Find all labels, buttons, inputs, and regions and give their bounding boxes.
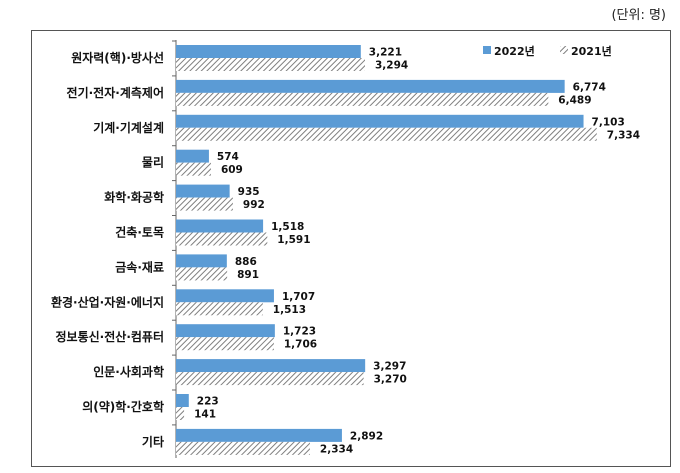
bar-2022년 bbox=[176, 184, 230, 198]
data-label: 891 bbox=[237, 269, 259, 281]
bar-2021년 bbox=[176, 127, 597, 141]
data-label: 3,294 bbox=[375, 60, 408, 72]
bar-2021년 bbox=[176, 58, 365, 71]
data-label: 1,723 bbox=[283, 326, 316, 338]
data-label: 1,518 bbox=[271, 221, 304, 233]
data-label: 1,513 bbox=[273, 304, 306, 316]
bar-2022년 bbox=[176, 45, 361, 58]
data-label: 574 bbox=[217, 151, 239, 163]
bar-2021년 bbox=[176, 407, 185, 420]
data-label: 1,591 bbox=[277, 234, 310, 246]
data-label: 141 bbox=[194, 409, 216, 421]
data-label: 886 bbox=[235, 256, 257, 268]
category-label: 인문·사회과학 bbox=[93, 364, 164, 379]
unit-label: (단위: 명) bbox=[611, 8, 666, 23]
data-label: 7,334 bbox=[607, 129, 640, 141]
bar-2021년 bbox=[176, 267, 228, 281]
bar-2021년 bbox=[176, 92, 549, 106]
bar-2022년 bbox=[176, 114, 584, 128]
bar-2021년 bbox=[176, 197, 233, 211]
legend-label: 2021년 bbox=[571, 44, 612, 58]
category-label: 건축·토목 bbox=[115, 225, 164, 240]
data-label: 1,706 bbox=[284, 339, 317, 351]
category-label: 물리 bbox=[142, 155, 164, 170]
data-label: 609 bbox=[221, 164, 243, 176]
data-label: 992 bbox=[243, 199, 265, 211]
category-label: 기타 bbox=[142, 434, 164, 449]
category-label: 의(약)학·간호학 bbox=[82, 399, 164, 414]
bar-2021년 bbox=[176, 441, 310, 455]
data-label: 3,297 bbox=[373, 361, 406, 373]
bar-2022년 bbox=[176, 254, 227, 268]
data-label: 2,892 bbox=[350, 430, 383, 442]
category-label: 금속·재료 bbox=[115, 260, 164, 274]
data-label: 223 bbox=[197, 396, 219, 408]
bar-2021년 bbox=[176, 337, 274, 351]
bar-2021년 bbox=[176, 232, 268, 246]
data-label: 7,103 bbox=[592, 116, 625, 128]
category-label: 원자력(핵)·방사선 bbox=[71, 50, 164, 65]
category-label: 정보통신·전산·컴퓨터 bbox=[56, 329, 164, 344]
data-label: 2,334 bbox=[320, 443, 353, 455]
bar-2022년 bbox=[176, 359, 366, 373]
data-label: 6,489 bbox=[558, 94, 591, 106]
data-label: 1,707 bbox=[282, 291, 315, 303]
bar-2022년 bbox=[176, 324, 275, 338]
bar-2022년 bbox=[176, 219, 264, 233]
legend-label: 2022년 bbox=[494, 44, 535, 58]
bar-2022년 bbox=[176, 289, 274, 303]
chart-frame bbox=[31, 30, 671, 467]
bar-2022년 bbox=[176, 394, 189, 407]
bar-2022년 bbox=[176, 149, 209, 163]
category-label: 화학·화공학 bbox=[104, 190, 164, 205]
category-label: 환경·산업·자원·에너지 bbox=[51, 294, 164, 309]
category-label: 전기·전자·계측제어 bbox=[67, 85, 164, 100]
legend-swatch bbox=[483, 46, 491, 54]
bar-2021년 bbox=[176, 372, 364, 386]
category-label: 기계·기계설계 bbox=[93, 120, 164, 135]
bar-2021년 bbox=[176, 162, 211, 176]
bar-2022년 bbox=[176, 428, 342, 442]
data-label: 3,221 bbox=[369, 47, 402, 59]
bar-2021년 bbox=[176, 302, 263, 316]
data-label: 3,270 bbox=[374, 374, 407, 386]
legend-swatch bbox=[560, 46, 568, 54]
data-label: 935 bbox=[238, 186, 260, 198]
data-label: 6,774 bbox=[573, 81, 606, 93]
bar-2022년 bbox=[176, 79, 565, 93]
